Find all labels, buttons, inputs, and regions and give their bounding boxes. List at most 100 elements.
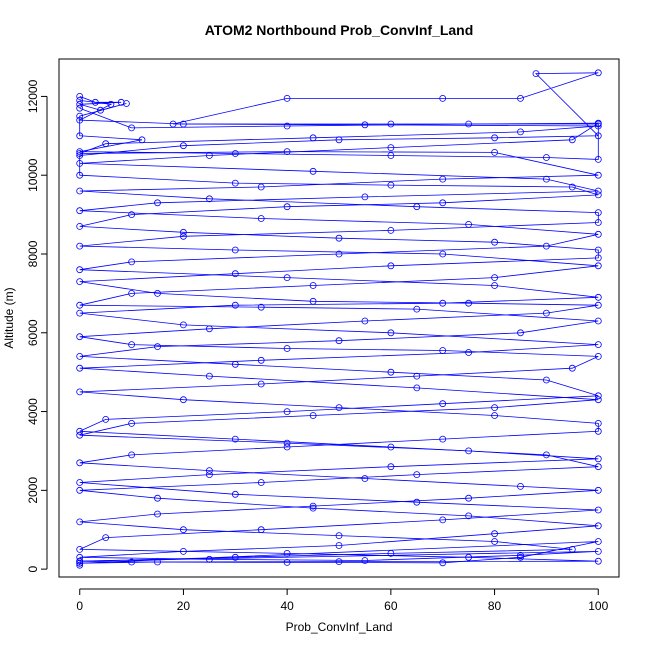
data-point <box>413 305 421 313</box>
data-point <box>76 222 84 230</box>
data-point <box>594 119 602 127</box>
data-point <box>257 215 265 222</box>
data-point <box>594 419 602 427</box>
data-point <box>594 209 602 217</box>
data-point <box>154 510 161 518</box>
data-point <box>517 95 524 102</box>
data-point <box>283 274 291 282</box>
data-point <box>387 368 395 376</box>
data-point <box>257 479 265 486</box>
data-point <box>594 455 602 463</box>
data-point <box>439 435 447 443</box>
data-point <box>76 459 84 467</box>
data-point <box>413 384 421 392</box>
data-point <box>543 376 550 384</box>
data-point <box>361 475 369 482</box>
data-point <box>154 199 161 207</box>
data-point <box>594 254 602 262</box>
data-point <box>76 561 84 569</box>
data-point <box>179 396 187 404</box>
data-point <box>102 140 110 148</box>
data-point <box>205 372 213 380</box>
data-point <box>231 246 239 254</box>
data-point <box>594 230 602 238</box>
data-point <box>205 471 213 479</box>
data-point <box>387 181 395 189</box>
data-point <box>205 152 213 159</box>
data-point <box>439 516 447 524</box>
data-point <box>309 504 317 512</box>
data-point <box>543 451 550 459</box>
data-point <box>283 443 291 451</box>
data-point <box>335 532 343 539</box>
data-point <box>517 482 524 490</box>
data-point <box>543 154 550 161</box>
data-point <box>491 134 499 142</box>
data-point <box>205 555 213 563</box>
data-point <box>594 301 602 309</box>
y-axis-label: Altitude (m) <box>2 287 16 348</box>
data-point <box>257 356 265 364</box>
data-point <box>387 120 395 128</box>
y-axis: 0 2000 4000 6000 8000 10000 12000 <box>26 79 48 572</box>
data-point <box>465 494 473 502</box>
data-point <box>283 122 291 130</box>
data-point <box>465 120 473 128</box>
data-point <box>413 203 421 211</box>
data-point <box>76 301 84 309</box>
series-2 <box>76 104 602 567</box>
x-tick-label: 40 <box>280 599 294 613</box>
data-point <box>257 183 265 191</box>
data-point <box>283 95 291 102</box>
data-point <box>76 309 84 317</box>
data-point <box>594 486 602 494</box>
data-point <box>257 303 265 311</box>
data-point <box>283 345 291 352</box>
data-point <box>387 152 395 159</box>
data-point <box>76 479 84 486</box>
y-tick-label: 12000 <box>26 79 40 113</box>
data-point <box>123 100 130 107</box>
data-point <box>387 329 395 337</box>
chart-title: ATOM2 Northbound Prob_ConvInf_Land <box>205 22 474 38</box>
data-point <box>76 148 84 156</box>
data-point <box>76 431 84 439</box>
data-point <box>387 262 395 270</box>
data-point <box>128 289 136 297</box>
data-point <box>543 175 550 183</box>
data-point <box>439 175 447 183</box>
data-point <box>335 337 343 345</box>
data-point <box>594 191 602 199</box>
data-point <box>491 404 499 412</box>
data-point <box>465 299 473 307</box>
data-point <box>76 152 84 159</box>
data-point <box>543 242 550 250</box>
data-point <box>491 148 499 156</box>
data-point <box>594 427 602 435</box>
data-point <box>76 486 84 494</box>
y-tick-label: 10000 <box>26 158 40 192</box>
data-point <box>231 301 239 309</box>
data-point <box>594 187 602 195</box>
data-point <box>309 282 317 289</box>
data-point <box>594 69 602 77</box>
y-tick-label: 4000 <box>26 398 40 425</box>
data-point <box>231 435 239 443</box>
series-line <box>79 72 600 566</box>
data-point <box>439 299 447 307</box>
data-point <box>465 349 473 356</box>
data-point <box>465 220 473 228</box>
data-point <box>594 557 602 565</box>
data-point <box>76 364 84 372</box>
data-point <box>413 471 421 479</box>
data-point <box>335 234 343 242</box>
data-point <box>568 136 576 144</box>
data-point <box>76 388 84 396</box>
data-point <box>76 266 84 274</box>
data-point <box>568 364 576 372</box>
data-point <box>257 526 265 534</box>
data-point <box>361 557 369 564</box>
data-point <box>594 262 602 270</box>
data-point <box>532 70 540 77</box>
data-point <box>154 558 161 566</box>
